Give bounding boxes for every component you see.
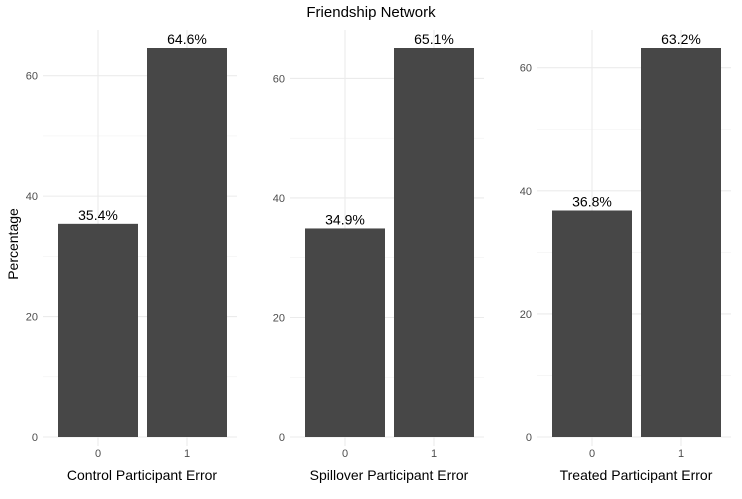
y-tick-label: 40	[26, 191, 38, 203]
y-tick-label: 40	[273, 193, 285, 205]
bar	[641, 48, 721, 437]
x-tick-label: 1	[431, 448, 437, 460]
data-label: 36.8%	[572, 193, 612, 209]
panel-2: 0 20 40 60 34.9% 0 65.1% 1 Spillover Participant…	[273, 30, 484, 483]
y-tick-label: 0	[32, 432, 38, 444]
bar	[394, 48, 474, 437]
panel-3: 0 20 40 60 36.8% 0 63.2% 1 Treated Participant E…	[520, 30, 731, 483]
x-tick-label: 0	[95, 448, 101, 460]
y-tick-label: 60	[273, 73, 285, 85]
x-tick-label: 1	[184, 448, 190, 460]
y-tick-label: 60	[26, 71, 38, 83]
y-tick-label: 20	[26, 312, 38, 324]
bar	[58, 223, 138, 437]
y-tick-label: 0	[279, 432, 285, 444]
y-axis-label: Percentage	[5, 208, 21, 280]
bar	[147, 48, 227, 437]
y-tick-label: 20	[273, 312, 285, 324]
x-tick-label: 0	[342, 448, 348, 460]
data-label: 63.2%	[661, 31, 701, 47]
x-axis-label: Spillover Participant Error	[310, 467, 469, 483]
data-label: 64.6%	[167, 31, 207, 47]
data-label: 35.4%	[78, 207, 118, 223]
bar	[305, 228, 385, 437]
y-tick-label: 0	[526, 432, 532, 444]
chart-panels: 0 20 40 60 35.4% 0 64.6% 1 Control Participant E…	[26, 30, 731, 483]
x-tick-label: 1	[678, 448, 684, 460]
y-tick-label: 20	[520, 309, 532, 321]
x-axis-label: Treated Participant Error	[560, 467, 713, 483]
data-label: 34.9%	[325, 211, 365, 227]
data-label: 65.1%	[414, 31, 454, 47]
bar	[552, 210, 632, 437]
x-axis-label: Control Participant Error	[67, 467, 218, 483]
y-tick-label: 60	[520, 63, 532, 75]
x-tick-label: 0	[589, 448, 595, 460]
y-tick-label: 40	[520, 186, 532, 198]
panel-1: 0 20 40 60 35.4% 0 64.6% 1 Control Participant E…	[26, 30, 237, 483]
chart-title: Friendship Network	[306, 4, 436, 21]
